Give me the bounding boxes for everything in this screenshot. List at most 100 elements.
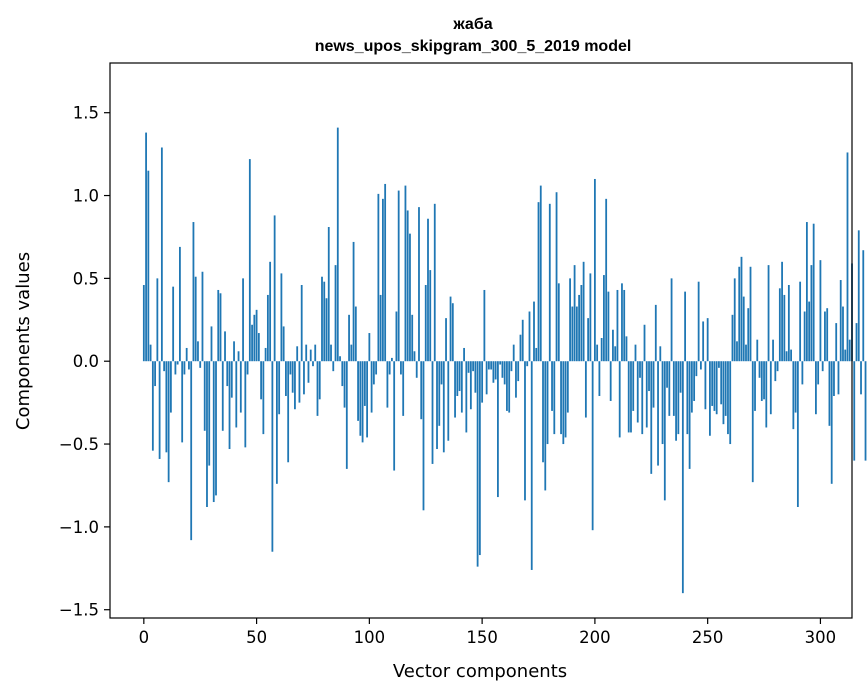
x-tick-label: 50 — [246, 628, 267, 647]
bar-component-37 — [226, 361, 229, 387]
bar-component-304 — [828, 361, 831, 426]
bar-component-292 — [801, 361, 804, 385]
bar-component-159 — [501, 361, 504, 378]
bar-component-174 — [535, 347, 538, 362]
bar-component-36 — [224, 331, 226, 362]
bar-component-227 — [654, 304, 657, 362]
bar-component-180 — [548, 203, 551, 362]
bar-component-65 — [289, 361, 292, 375]
bar-component-219 — [636, 361, 639, 423]
bar-component-235 — [672, 361, 675, 416]
bar-component-76 — [314, 344, 317, 362]
bar-component-312 — [846, 152, 849, 362]
bar-component-266 — [742, 296, 745, 362]
bar-component-260 — [729, 361, 732, 445]
bar-component-35 — [221, 361, 224, 431]
bar-component-27 — [203, 361, 206, 431]
bar-component-54 — [264, 347, 267, 362]
bar-component-50 — [255, 309, 258, 362]
bar-component-68 — [296, 346, 299, 362]
bar-component-287 — [790, 349, 792, 362]
bar-component-1 — [145, 132, 147, 362]
bar-component-246 — [697, 281, 700, 362]
bar-component-138 — [454, 361, 456, 418]
bar-component-60 — [278, 361, 281, 415]
bar-component-113 — [397, 190, 400, 362]
bar-component-146 — [472, 361, 474, 372]
bar-component-244 — [693, 361, 696, 401]
y-tick-label: −1.5 — [59, 601, 99, 620]
bar-component-134 — [445, 318, 447, 362]
bar-component-204 — [603, 275, 605, 362]
bar-component-82 — [327, 227, 330, 362]
y-tick-label: 0.5 — [73, 269, 99, 288]
bar-component-282 — [778, 288, 781, 362]
bar-component-108 — [386, 361, 389, 408]
bar-component-269 — [749, 266, 752, 362]
bar-component-69 — [298, 361, 301, 403]
bar-component-213 — [623, 289, 626, 362]
bar-component-288 — [792, 361, 795, 430]
y-axis-label: Components values — [13, 252, 34, 430]
bar-component-52 — [260, 361, 262, 400]
bar-component-169 — [524, 361, 526, 501]
bar-component-242 — [688, 361, 691, 469]
bar-component-67 — [294, 361, 296, 410]
bar-component-318 — [860, 361, 862, 395]
bar-component-158 — [499, 361, 502, 365]
bar-component-295 — [808, 301, 811, 362]
bar-component-74 — [309, 349, 312, 362]
bar-component-203 — [600, 338, 603, 362]
bar-component-305 — [830, 361, 833, 484]
bar-component-24 — [197, 341, 199, 362]
bar-component-98 — [363, 361, 366, 406]
bar-component-164 — [512, 344, 515, 362]
bar-component-302 — [824, 311, 826, 362]
y-axis-ticks: −1.5 −1.0 −0.5 0.0 0.5 1.0 1.5 — [59, 104, 110, 620]
bar-component-293 — [803, 311, 806, 362]
bar-component-170 — [526, 361, 529, 367]
bar-component-63 — [285, 361, 287, 396]
bar-component-133 — [442, 361, 445, 453]
bar-component-268 — [747, 308, 750, 362]
bar-component-245 — [695, 361, 698, 377]
bar-component-121 — [415, 361, 418, 378]
bar-component-3 — [149, 344, 152, 362]
bar-component-241 — [686, 361, 689, 435]
bar-component-46 — [246, 361, 249, 375]
bar-component-127 — [429, 270, 432, 362]
bar-component-171 — [528, 311, 531, 362]
bar-component-264 — [738, 266, 741, 362]
bar-component-114 — [400, 361, 402, 375]
bar-component-32 — [215, 361, 217, 496]
bar-component-153 — [487, 361, 490, 370]
bar-component-59 — [275, 361, 278, 484]
bar-component-257 — [722, 361, 725, 425]
bar-component-172 — [530, 361, 533, 570]
bar-component-51 — [257, 333, 260, 362]
bar-component-221 — [641, 361, 644, 435]
bar-component-140 — [458, 361, 461, 392]
bar-component-252 — [711, 361, 714, 406]
bar-component-263 — [736, 341, 738, 362]
bar-component-197 — [587, 318, 590, 362]
bar-component-194 — [580, 285, 583, 362]
plot-frame — [109, 62, 853, 619]
bar-component-211 — [618, 361, 621, 438]
bar-component-73 — [307, 361, 310, 383]
bar-component-55 — [266, 294, 269, 362]
x-tick-label: 0 — [139, 628, 150, 647]
bar-component-19 — [185, 347, 188, 362]
bar-component-109 — [388, 361, 391, 375]
bar-component-97 — [361, 361, 364, 443]
bar-component-118 — [409, 233, 411, 362]
bar-component-228 — [657, 361, 659, 466]
bars-group — [142, 127, 867, 594]
bar-component-120 — [413, 351, 416, 362]
bar-component-83 — [330, 344, 332, 362]
bar-component-239 — [681, 361, 684, 594]
bar-component-173 — [533, 301, 535, 362]
bar-component-123 — [420, 361, 423, 420]
bar-component-238 — [679, 361, 682, 393]
bar-component-247 — [699, 361, 702, 370]
